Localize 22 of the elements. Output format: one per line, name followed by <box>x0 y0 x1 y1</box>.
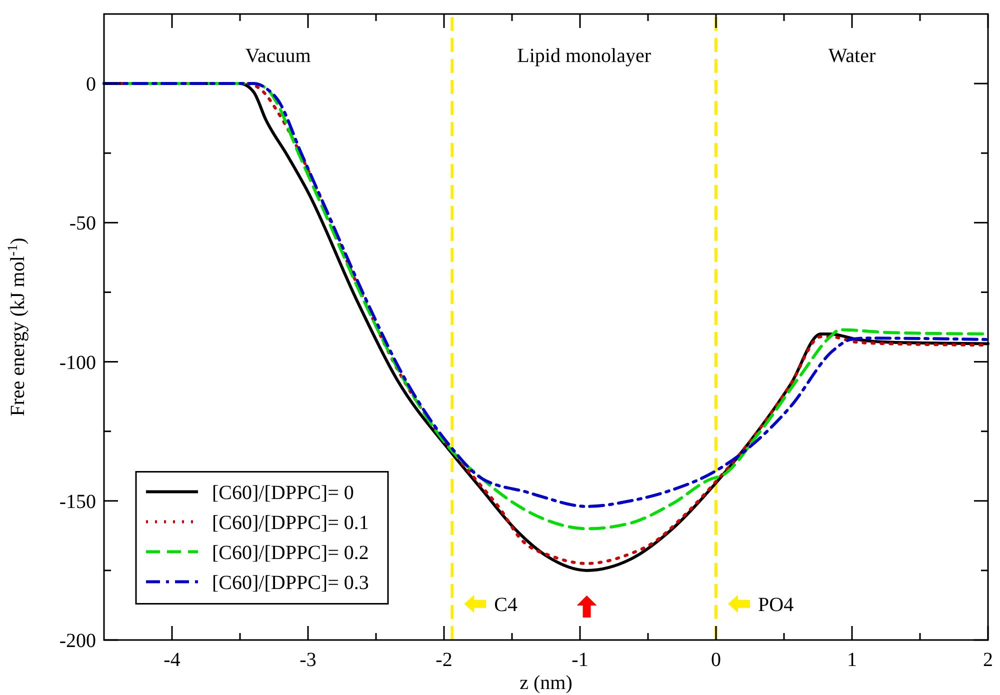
ref-line-label: C4 <box>494 594 518 616</box>
annotation: Lipid monolayer <box>517 45 652 67</box>
legend-label: [C60]/[DPPC]= 0 <box>212 482 354 504</box>
ref-line-label: PO4 <box>758 594 794 616</box>
x-tick-label: 0 <box>711 649 721 671</box>
x-tick-label: -1 <box>572 649 588 671</box>
y-tick-label: 0 <box>86 74 96 96</box>
y-tick-label: -50 <box>69 212 96 235</box>
x-tick-label: -2 <box>436 649 452 671</box>
annotation: Water <box>828 45 876 67</box>
y-tick-label: -150 <box>59 490 96 513</box>
annotation: Vacuum <box>245 45 312 67</box>
legend-label: [C60]/[DPPC]= 0.1 <box>212 512 369 534</box>
legend-label: [C60]/[DPPC]= 0.3 <box>212 572 369 594</box>
y-tick-label: -200 <box>59 630 96 652</box>
legend-label: [C60]/[DPPC]= 0.2 <box>212 542 369 564</box>
y-tick-label: -100 <box>59 352 96 374</box>
x-tick-label: 1 <box>847 649 857 671</box>
x-tick-label: -3 <box>300 649 316 671</box>
x-axis-title: z (nm) <box>520 672 572 694</box>
x-tick-label: 2 <box>983 649 993 671</box>
x-tick-label: -4 <box>164 649 180 671</box>
